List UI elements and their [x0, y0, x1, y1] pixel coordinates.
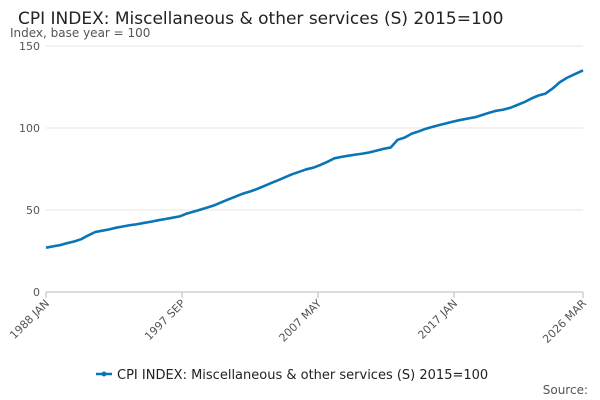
y-tick-label: 50: [26, 204, 40, 217]
y-tick-label: 0: [33, 286, 40, 299]
x-tick-label: 2007 MAY: [276, 297, 324, 345]
x-tick-label: 1988 JAN: [7, 297, 52, 342]
x-tick-label: 2017 JAN: [415, 297, 460, 342]
legend-label: CPI INDEX: Miscellaneous & other service…: [117, 368, 488, 383]
chart-title: CPI INDEX: Miscellaneous & other service…: [18, 9, 503, 29]
y-tick-label: 150: [19, 40, 40, 53]
y-tick-label: 100: [19, 122, 40, 135]
x-tick-label: 2026 MAR: [540, 297, 589, 346]
legend-marker: [101, 371, 107, 377]
x-tick-label: 1997 SEP: [142, 297, 188, 343]
y-axis-label: Index, base year = 100: [10, 26, 150, 40]
source: Source:: [543, 383, 588, 397]
data-line: [45, 69, 584, 249]
